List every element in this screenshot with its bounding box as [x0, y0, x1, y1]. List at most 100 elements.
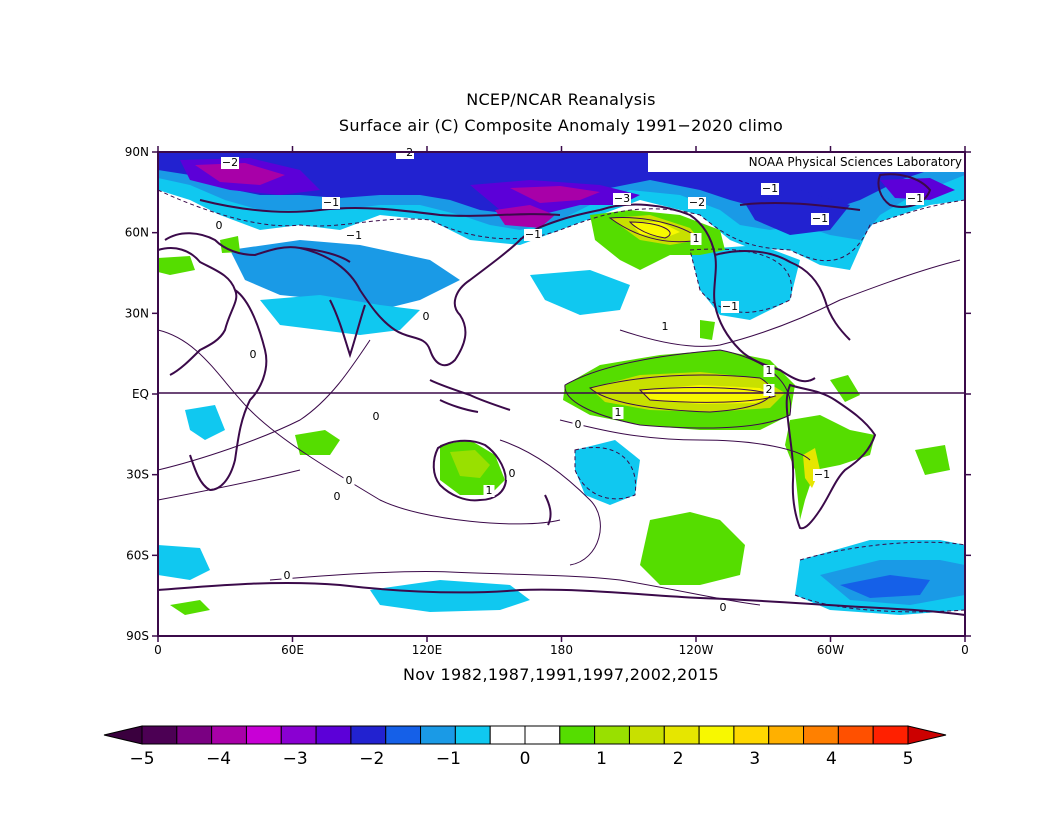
lat-label: 30N	[125, 306, 149, 320]
australia-warm-2	[450, 450, 490, 478]
contour-label: 0	[250, 348, 257, 361]
colorbar-swatch	[176, 725, 213, 745]
siberia-cold-core-2	[510, 186, 600, 203]
contour-label-bg	[370, 411, 382, 423]
colorbar-tick-label: 2	[673, 749, 684, 769]
asia-coast	[299, 209, 601, 367]
colorbar-swatch	[141, 725, 178, 745]
zero-contour-4	[157, 339, 371, 471]
atlantic-warm	[915, 445, 950, 475]
colorbar-swatch	[245, 725, 282, 745]
colorbar-swatch	[733, 725, 770, 745]
credit-box	[648, 152, 965, 172]
contour-label: 0	[346, 474, 353, 487]
lon-label: 120E	[412, 643, 443, 657]
colorbar-swatch	[385, 725, 422, 745]
contour-label-bg	[345, 230, 363, 242]
lat-label: 30S	[126, 468, 149, 482]
credit-text: NOAA Physical Sciences Laboratory	[749, 155, 962, 169]
map-subtitle: Surface air (C) Composite Anomaly 1991−2…	[338, 116, 784, 135]
colorbar-swatch	[489, 725, 526, 745]
caribbean-warm	[830, 375, 860, 402]
map-title: NCEP/NCAR Reanalysis	[466, 90, 656, 109]
southern-ocean-cold-west	[158, 545, 210, 580]
colorbar-swatch	[280, 725, 317, 745]
lon-label: 180	[550, 643, 573, 657]
colorbar-tick-label: −1	[436, 749, 461, 769]
contour-label-bg	[322, 197, 340, 209]
europe-coast	[164, 232, 351, 263]
enso-warm-core	[640, 385, 775, 404]
colorbar-swatch	[698, 725, 735, 745]
contour-label-bg	[721, 301, 739, 313]
contour-label: 0	[509, 467, 516, 480]
colorbar-swatch	[837, 725, 874, 745]
contour-label: 0	[334, 490, 341, 503]
colorbar-tick-label: −2	[359, 749, 384, 769]
contour-label: −1	[525, 228, 541, 241]
zero-contour-5	[499, 439, 601, 566]
neg-contour	[157, 189, 966, 261]
north-america-coast	[599, 203, 851, 383]
colorbar-low-arrow	[103, 725, 143, 745]
lon-label: 60W	[817, 643, 844, 657]
contour-label: −1	[907, 192, 923, 205]
colorbar: −5 −4 −3 −2 −1 0 1 2 3 4 5	[103, 725, 947, 769]
neg-contour-3	[574, 446, 637, 500]
contour-label: 0	[284, 569, 291, 582]
contour-label-bg	[221, 157, 239, 169]
colorbar-tick-label: 3	[749, 749, 760, 769]
contour-label-bg	[281, 570, 293, 582]
contour-label-bg	[811, 213, 829, 225]
contour-label-bg	[761, 183, 779, 195]
south-america-warm	[785, 415, 875, 520]
colorbar-swatch	[211, 725, 247, 745]
southern-warm-west	[170, 600, 210, 615]
contour-label: −1	[762, 182, 778, 195]
colorbar-swatch	[559, 725, 596, 745]
colorbar-swatch	[768, 725, 805, 745]
us-cold-2	[690, 245, 800, 320]
contour-label: 2	[766, 383, 773, 396]
south-pacific-cold	[575, 440, 640, 505]
contour-label-bg	[524, 229, 542, 241]
contour-label-bg	[613, 193, 631, 205]
lat-label: 90S	[126, 629, 149, 643]
greenland-cold	[880, 178, 955, 200]
contour-label: −2	[689, 196, 705, 209]
australia-coast	[432, 439, 508, 502]
contour-label-bg	[763, 365, 775, 377]
indian-ocean-warm	[295, 430, 340, 455]
contour-label: 1	[662, 320, 669, 333]
contour-label-bg	[659, 321, 671, 333]
contour-label: 1	[693, 232, 700, 245]
antarctic-cold	[370, 580, 530, 612]
southern-ocean-cold-east-3	[840, 575, 930, 598]
lat-label: 90N	[125, 145, 149, 159]
colorbar-swatch	[524, 725, 561, 745]
colorbar-tick-label: −4	[206, 749, 231, 769]
colorbar-swatch	[594, 725, 630, 745]
europe-cold-core-2	[195, 163, 285, 185]
anomaly-fill-layer	[158, 152, 965, 615]
contour-label: 0	[423, 310, 430, 323]
antarctica-coast	[157, 581, 966, 616]
contour-label-bg	[420, 311, 432, 323]
composite-years: Nov 1982,1987,1991,1997,2002,2015	[403, 665, 719, 684]
contour-label: 0	[216, 219, 223, 232]
contour-label: 0	[575, 418, 582, 431]
contour-label-bg	[331, 491, 343, 503]
contour-label: −2	[222, 156, 238, 169]
contour-label-bg	[506, 468, 518, 480]
na-central-warm	[700, 320, 715, 340]
arctic-coast	[199, 199, 861, 217]
contour-label-bg	[572, 419, 584, 431]
lon-label: 0	[961, 643, 969, 657]
europe-warm	[158, 256, 195, 275]
contour-label-bg	[483, 485, 495, 497]
contour-label: −1	[814, 468, 830, 481]
alaska-warm-core	[630, 222, 680, 238]
contour-label: −1	[722, 300, 738, 313]
contour-label-bg	[690, 233, 702, 245]
